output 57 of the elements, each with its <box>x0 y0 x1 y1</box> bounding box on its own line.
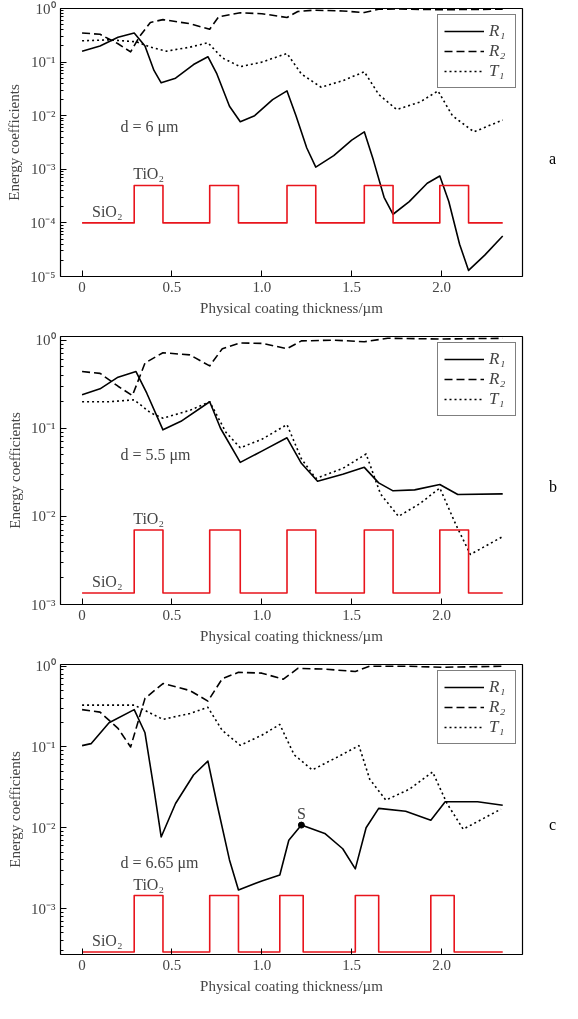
text: b <box>549 477 557 498</box>
legend-label: R₁ <box>489 21 507 41</box>
y-tick-label: 10⁻² <box>31 508 56 525</box>
annotation: d = 6 μm <box>120 117 180 136</box>
annotation: TiO₂ <box>133 510 164 528</box>
x-tick-label: 2.0 <box>432 606 451 623</box>
legend-label: R₂ <box>489 41 507 61</box>
legend-label: R₂ <box>489 369 507 389</box>
y-tick-label: 10⁻² <box>31 819 56 836</box>
annotation: d = 5.5 μm <box>120 445 192 464</box>
legend-label: R₁ <box>489 677 507 697</box>
x-tick-label: 0.5 <box>162 956 182 973</box>
y-tick-label: 10⁰ <box>35 332 56 349</box>
x-axis-title: Physical coating thickness/µm <box>200 299 384 316</box>
legend-label: T₁ <box>489 717 506 737</box>
annotation: SiO₂ <box>92 202 123 220</box>
x-tick-label: 0 <box>78 606 86 623</box>
x-tick-label: 2.0 <box>432 278 451 295</box>
y-tick-label: 10⁰ <box>35 0 56 17</box>
x-tick-label: 1.0 <box>252 606 272 623</box>
x-tick-label: 1.5 <box>342 278 362 295</box>
annotation: d = 6.65 μm <box>120 853 200 872</box>
x-tick-label: 1.0 <box>252 278 272 295</box>
x-axis-title: Physical coating thickness/µm <box>200 627 384 644</box>
y-axis-title: Energy coefficients <box>7 412 23 529</box>
y-tick-label: 10⁻¹ <box>31 739 56 755</box>
y-tick-label: 10⁰ <box>35 658 56 675</box>
x-tick-label: 0.5 <box>162 606 182 623</box>
y-tick-label: 10⁻⁴ <box>30 214 56 231</box>
legend-label: R₂ <box>489 697 507 717</box>
x-tick-label: 2.0 <box>432 956 451 973</box>
y-tick-label: 10⁻¹ <box>31 420 56 437</box>
x-tick-label: 1.0 <box>252 956 272 973</box>
annotation: TiO₂ <box>133 165 164 183</box>
annotation: TiO₂ <box>133 875 164 893</box>
annotation: S <box>296 805 306 823</box>
legend-label: T₁ <box>489 61 506 81</box>
y-tick-label: 10⁻⁵ <box>30 268 56 285</box>
x-tick-label: 0 <box>78 956 86 973</box>
y-tick-label: 10⁻³ <box>31 596 56 613</box>
legend-label: R₁ <box>489 349 507 369</box>
x-tick-label: 1.5 <box>342 956 362 973</box>
y-tick-label: 10⁻² <box>31 107 56 124</box>
x-axis-title: Physical coating thickness/µm <box>200 977 384 994</box>
annotation: SiO₂ <box>92 573 123 591</box>
y-tick-label: 10⁻³ <box>31 900 56 917</box>
y-axis-title: Energy coefficients <box>6 84 23 201</box>
x-tick-label: 0.5 <box>162 278 182 295</box>
text: c <box>549 815 557 835</box>
text: a <box>549 149 557 170</box>
legend-label: T₁ <box>489 389 506 409</box>
y-axis-title: Energy coefficients <box>7 751 23 868</box>
y-tick-label: 10⁻¹ <box>31 54 56 71</box>
y-tick-label: 10⁻³ <box>31 161 56 178</box>
annotation: SiO₂ <box>92 931 123 949</box>
x-tick-label: 1.5 <box>342 606 362 623</box>
x-tick-label: 0 <box>78 278 86 295</box>
